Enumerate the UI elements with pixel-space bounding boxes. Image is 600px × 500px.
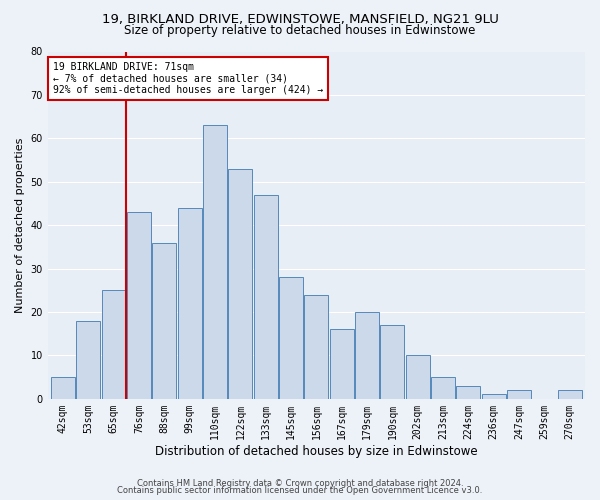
Bar: [329, 330, 354, 399]
Bar: [406, 356, 430, 399]
Text: 19, BIRKLAND DRIVE, EDWINSTOWE, MANSFIELD, NG21 9LU: 19, BIRKLAND DRIVE, EDWINSTOWE, MANSFIEL…: [101, 12, 499, 26]
Text: Size of property relative to detached houses in Edwinstowe: Size of property relative to detached ho…: [124, 24, 476, 37]
Text: 19 BIRKLAND DRIVE: 71sqm
← 7% of detached houses are smaller (34)
92% of semi-de: 19 BIRKLAND DRIVE: 71sqm ← 7% of detache…: [53, 62, 323, 95]
X-axis label: Distribution of detached houses by size in Edwinstowe: Distribution of detached houses by size …: [155, 444, 478, 458]
Bar: [457, 386, 481, 399]
Text: Contains HM Land Registry data © Crown copyright and database right 2024.: Contains HM Land Registry data © Crown c…: [137, 478, 463, 488]
Bar: [558, 390, 582, 399]
Bar: [279, 278, 303, 399]
Bar: [431, 377, 455, 399]
Text: Contains public sector information licensed under the Open Government Licence v3: Contains public sector information licen…: [118, 486, 482, 495]
Bar: [101, 290, 126, 399]
Bar: [127, 212, 151, 399]
Bar: [152, 242, 176, 399]
Y-axis label: Number of detached properties: Number of detached properties: [15, 138, 25, 313]
Bar: [355, 312, 379, 399]
Bar: [482, 394, 506, 399]
Bar: [304, 294, 328, 399]
Bar: [380, 325, 404, 399]
Bar: [507, 390, 531, 399]
Bar: [51, 377, 75, 399]
Bar: [178, 208, 202, 399]
Bar: [203, 126, 227, 399]
Bar: [254, 195, 278, 399]
Bar: [229, 168, 253, 399]
Bar: [76, 320, 100, 399]
